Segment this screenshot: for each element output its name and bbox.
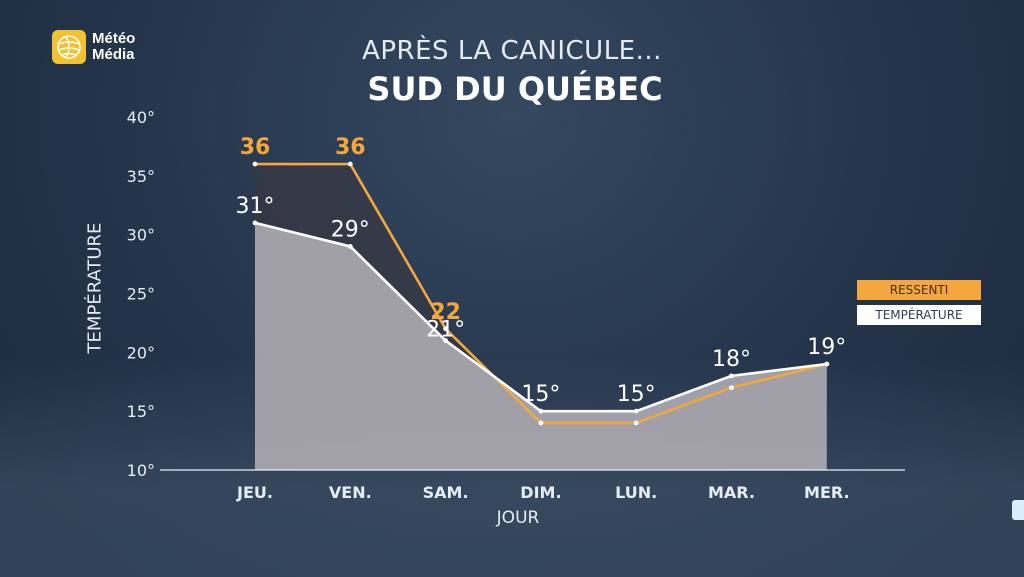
brand-line-2: Média [92, 46, 135, 63]
ressenti-data-label: 36 [240, 135, 271, 160]
legend-temperature: TEMPÉRATURE [857, 305, 981, 325]
x-tick-label: DIM. [520, 483, 561, 502]
x-tick-label: JEU. [236, 483, 273, 502]
temperature-point [729, 373, 734, 379]
y-tick-label: 10° [127, 461, 155, 480]
chart-title: APRÈS LA CANICULE... [362, 36, 662, 66]
temperature-point [633, 408, 639, 414]
brand-line-1: Météo [92, 30, 136, 47]
ressenti-point [633, 420, 639, 426]
side-tab-button[interactable] [1012, 500, 1024, 520]
ressenti-point [729, 385, 734, 391]
globe-icon [52, 30, 86, 64]
temperature-data-label: 15° [521, 382, 560, 407]
chart-legend: RESSENTI TEMPÉRATURE [857, 280, 981, 330]
y-tick-label: 30° [127, 226, 155, 245]
x-tick-label: VEN. [329, 483, 372, 502]
y-tick-label: 15° [127, 402, 155, 421]
temperature-data-label: 15° [617, 382, 656, 407]
ressenti-data-label: 36 [335, 135, 366, 160]
x-tick-label: LUN. [615, 483, 657, 502]
temperature-data-label: 19° [807, 335, 846, 360]
y-tick-label: 35° [127, 167, 155, 186]
temperature-point [443, 338, 448, 343]
ressenti-point [252, 161, 258, 167]
y-tick-label: 40° [127, 108, 155, 127]
temperature-data-label: 21° [426, 318, 465, 343]
temperature-point [538, 408, 544, 414]
meteomedia-logo: Météo Média [52, 30, 135, 64]
temperature-point [252, 220, 258, 226]
x-axis-label: JOUR [496, 508, 540, 528]
y-tick-label: 20° [127, 343, 155, 362]
temperature-point [824, 361, 830, 367]
temperature-data-label: 31° [236, 194, 275, 219]
y-axis-label: TEMPÉRATURE [84, 222, 106, 354]
ressenti-point [347, 161, 353, 167]
y-tick-label: 25° [127, 285, 155, 304]
chart-subtitle: SUD DU QUÉBEC [367, 70, 663, 108]
ressenti-point [443, 326, 448, 332]
temperature-data-label: 18° [712, 347, 751, 372]
x-tick-label: MER. [804, 483, 850, 502]
temperature-point [347, 244, 353, 249]
ressenti-data-label: 22 [430, 300, 461, 325]
ressenti-point [538, 420, 544, 426]
temperature-data-label: 29° [331, 217, 370, 242]
x-tick-label: SAM. [423, 483, 469, 502]
temperature-area [255, 222, 827, 470]
x-tick-label: MAR. [708, 483, 755, 502]
legend-ressenti: RESSENTI [857, 280, 981, 300]
